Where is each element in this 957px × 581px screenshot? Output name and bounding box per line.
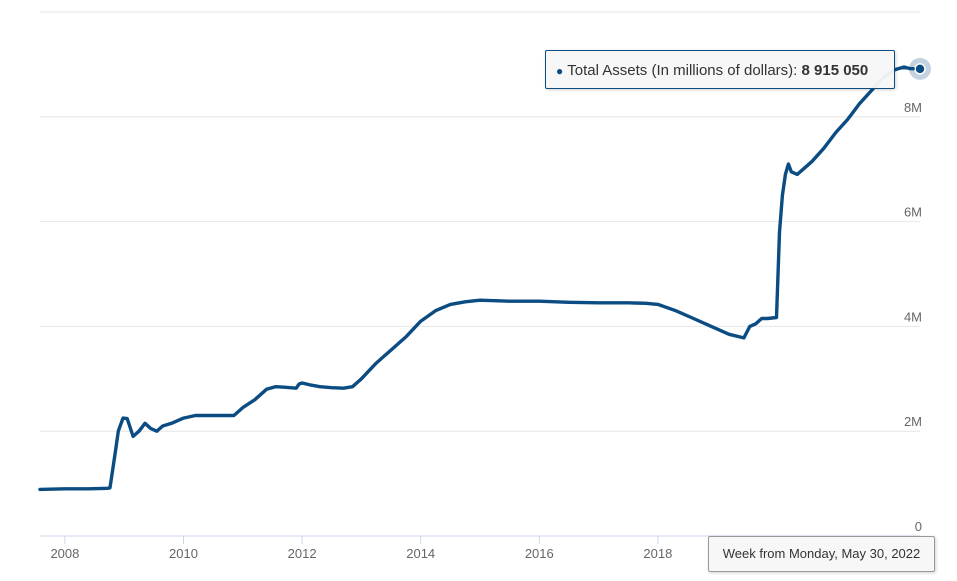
tooltip-series-label: Total Assets (In millions of dollars):: [567, 62, 802, 79]
x-tick-label: 2012: [288, 546, 317, 561]
x-tick-label: 2016: [525, 546, 554, 561]
y-tick-label: 0: [915, 519, 922, 534]
x-tick-label: 2018: [643, 546, 672, 561]
value-tooltip: ● Total Assets (In millions of dollars): …: [545, 50, 895, 89]
x-tick-label: 2008: [50, 546, 79, 561]
date-tooltip: Week from Monday, May 30, 2022: [708, 536, 935, 572]
grid-lines: [40, 11, 920, 537]
tooltip-value: 8 915 050: [801, 62, 869, 79]
x-axis: 2008 2010 2012 2014 2016 2018: [50, 536, 672, 561]
x-tick-label: 2014: [406, 546, 435, 561]
series-line-total-assets[interactable]: [38, 65, 922, 492]
y-tick-label: 8M: [904, 100, 922, 115]
y-tick-label: 2M: [904, 414, 922, 429]
y-tick-label: 4M: [904, 309, 922, 324]
hover-point-marker[interactable]: [914, 63, 926, 75]
y-axis: 0 2M 4M 6M 8M: [904, 100, 922, 534]
tooltip-date-label: Week from Monday, May 30, 2022: [722, 546, 921, 561]
x-tick-label: 2010: [169, 546, 198, 561]
y-tick-label: 6M: [904, 205, 922, 220]
series-bullet: ●: [556, 64, 564, 78]
